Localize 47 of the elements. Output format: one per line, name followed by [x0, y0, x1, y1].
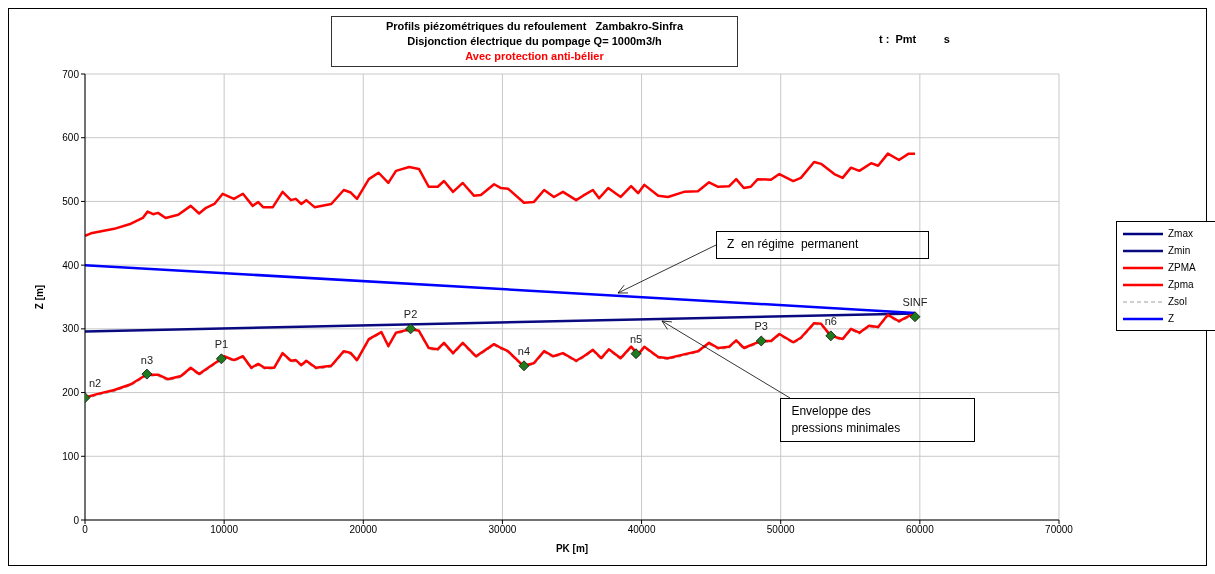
data-label: P2: [403, 308, 418, 321]
legend-label: Zsol: [1168, 296, 1187, 307]
x-tick-label: 20000: [349, 524, 378, 536]
x-tick-label: 0: [82, 524, 89, 536]
y-tick-label: 200: [62, 387, 80, 399]
point: [518, 360, 530, 372]
x-tick-label: 70000: [1045, 524, 1074, 536]
chart-title: Profils piézométriques du refoulement Zambakro-Sinfra Disjonction électrique du pompage Q= 1000m3/h: [384, 19, 685, 49]
y-tick-label: 600: [62, 132, 80, 144]
point: [405, 323, 416, 335]
x-tick-label: 10000: [210, 524, 239, 536]
data-label: n6: [824, 315, 837, 328]
text: t : Pmt s: [879, 33, 950, 45]
point: [909, 311, 921, 323]
x-tick-label: 50000: [766, 524, 796, 536]
point: [755, 335, 767, 347]
y-tick-label: 500: [62, 195, 80, 207]
legend-label: ZPMA: [1168, 262, 1196, 273]
data-label: n4: [517, 345, 531, 358]
y-tick-label: 100: [62, 450, 80, 462]
legend-label: Z: [1168, 313, 1175, 324]
annotation: Z en régime permanent: [715, 231, 929, 260]
legend-label: Zpma: [1168, 279, 1194, 290]
y-tick-label: 0: [73, 514, 80, 526]
y-tick-label: 300: [62, 323, 80, 335]
x-tick-label: 60000: [905, 524, 935, 536]
data-label: P3: [754, 320, 768, 333]
data-label: n5: [629, 333, 643, 346]
data-label: SINF: [902, 296, 928, 309]
point: [825, 330, 837, 342]
annotation: Enveloppe des pressions minimales: [780, 398, 976, 443]
point: [630, 348, 642, 360]
data-label: P1: [214, 338, 229, 351]
x-tick-label: 30000: [488, 524, 517, 536]
chart-subtitle: Avec protection anti-bélier: [464, 49, 605, 64]
point: [215, 353, 227, 365]
legend-label: Zmin: [1168, 245, 1191, 256]
data-label: n3: [140, 353, 154, 366]
x-tick-label: 40000: [627, 524, 656, 536]
y-tick-label: 400: [62, 259, 80, 271]
x-axis-title: PK [m]: [555, 543, 589, 554]
point: [141, 368, 153, 380]
line-series: [85, 152, 917, 238]
data-label: n2: [89, 377, 102, 390]
y-tick-label: 700: [62, 68, 80, 80]
y-axis-title: Z [m]: [33, 284, 45, 310]
legend-label: Zmax: [1168, 228, 1193, 239]
